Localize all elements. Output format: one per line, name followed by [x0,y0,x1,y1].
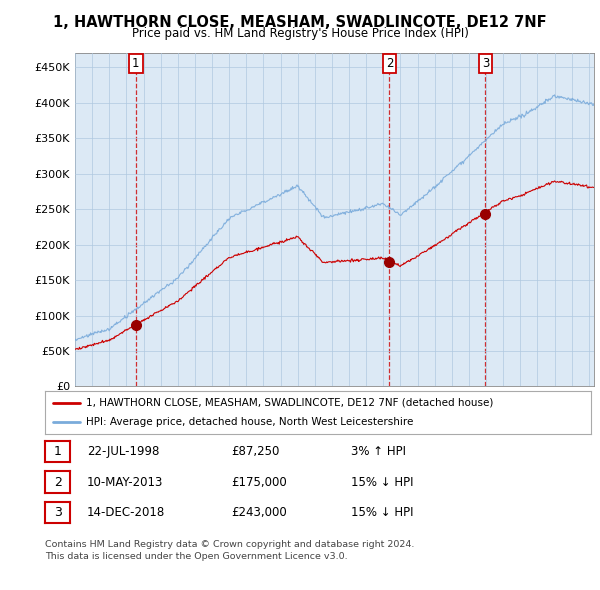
Text: 3: 3 [53,506,62,519]
Text: 14-DEC-2018: 14-DEC-2018 [87,506,165,519]
Text: 2: 2 [386,57,393,70]
Text: Contains HM Land Registry data © Crown copyright and database right 2024.
This d: Contains HM Land Registry data © Crown c… [45,540,415,560]
Text: 1, HAWTHORN CLOSE, MEASHAM, SWADLINCOTE, DE12 7NF (detached house): 1, HAWTHORN CLOSE, MEASHAM, SWADLINCOTE,… [86,398,493,408]
Text: Price paid vs. HM Land Registry's House Price Index (HPI): Price paid vs. HM Land Registry's House … [131,27,469,40]
Text: HPI: Average price, detached house, North West Leicestershire: HPI: Average price, detached house, Nort… [86,417,413,427]
Text: 3% ↑ HPI: 3% ↑ HPI [351,445,406,458]
Text: 22-JUL-1998: 22-JUL-1998 [87,445,160,458]
Text: 15% ↓ HPI: 15% ↓ HPI [351,506,413,519]
Text: 3: 3 [482,57,489,70]
Text: £243,000: £243,000 [231,506,287,519]
Text: 15% ↓ HPI: 15% ↓ HPI [351,476,413,489]
Text: 2: 2 [53,476,62,489]
Text: £175,000: £175,000 [231,476,287,489]
Text: 1: 1 [132,57,140,70]
Text: £87,250: £87,250 [231,445,280,458]
Text: 1: 1 [53,445,62,458]
Text: 10-MAY-2013: 10-MAY-2013 [87,476,163,489]
Text: 1, HAWTHORN CLOSE, MEASHAM, SWADLINCOTE, DE12 7NF: 1, HAWTHORN CLOSE, MEASHAM, SWADLINCOTE,… [53,15,547,30]
